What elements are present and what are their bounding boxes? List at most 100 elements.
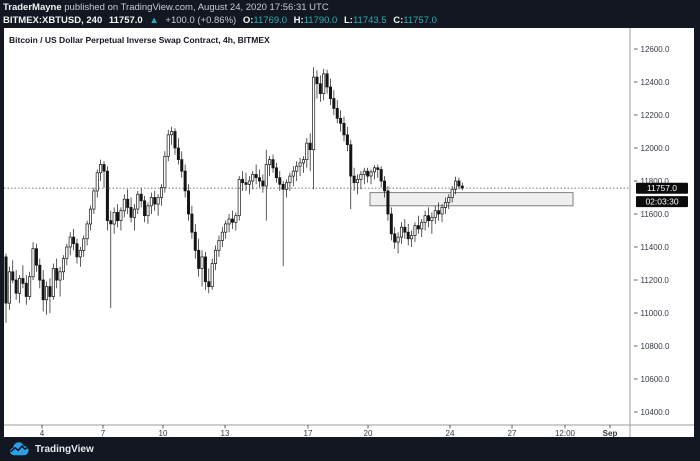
candle-body — [4, 256, 8, 304]
candle-body — [224, 223, 228, 233]
close-label: C: — [393, 14, 404, 26]
candle-body — [163, 155, 167, 189]
candle-body — [318, 83, 322, 94]
candle-body — [369, 171, 373, 177]
candle-body — [190, 213, 194, 233]
tradingview-logo-icon[interactable] — [9, 441, 30, 457]
candle-body — [75, 243, 79, 258]
candle-body — [430, 216, 434, 221]
candle-body — [335, 108, 339, 119]
candle-body — [28, 276, 32, 297]
candle-body — [7, 271, 11, 304]
candle-body — [322, 73, 326, 94]
candle-body — [359, 174, 363, 180]
price-axis[interactable]: 12600.0 12400.0 12200.0 12000.0 11800.0 11600… — [634, 45, 670, 417]
candle-body — [349, 144, 353, 177]
candle-body — [427, 215, 431, 222]
candle-body — [24, 282, 28, 297]
price-tick-label: 10600.0 — [641, 375, 670, 384]
candle-body — [217, 240, 221, 251]
candle-body — [379, 169, 383, 182]
price-tick-label: 10800.0 — [641, 342, 670, 351]
symbol-text[interactable]: BITMEX:XBTUSD, 240 — [3, 14, 103, 26]
candle-body — [112, 212, 116, 225]
candle-body — [396, 236, 400, 243]
time-tick-label: 4 — [40, 429, 45, 437]
time-tick-label: 20 — [364, 429, 373, 437]
price-tick-label: 11800.0 — [641, 177, 670, 186]
candle-body — [143, 200, 147, 217]
candle-body — [247, 180, 251, 185]
candle-body — [61, 258, 65, 273]
candle-body — [383, 180, 387, 192]
up-arrow-icon: ▲ — [149, 14, 159, 26]
candle-body — [372, 167, 376, 173]
candle-body — [281, 183, 285, 190]
candle-body — [251, 174, 255, 182]
candle-body — [51, 268, 55, 297]
candle-body — [450, 188, 454, 198]
candle-body — [403, 226, 407, 233]
bar-countdown-label — [636, 196, 688, 208]
candle-body — [14, 279, 18, 294]
price-tick-label: 12600.0 — [641, 45, 670, 54]
header: TraderMayne published on TradingView.com… — [0, 0, 700, 28]
published-text: published on TradingView.com, August 24,… — [61, 2, 329, 13]
candle-body — [99, 164, 103, 174]
price-tick-label: 12000.0 — [641, 144, 670, 153]
time-tick-label: 12:00 — [555, 429, 576, 437]
candle-body — [389, 213, 393, 235]
chart-canvas[interactable]: 12600.0 12400.0 12200.0 12000.0 11800.0 11600… — [4, 28, 694, 437]
open-value: 11769.0 — [253, 14, 288, 26]
candle-body — [420, 221, 424, 230]
candle-body — [126, 198, 130, 208]
low-value: 11743.5 — [352, 14, 387, 26]
candle-body — [68, 236, 72, 248]
time-tick-label: 10 — [159, 429, 168, 437]
candle-body — [193, 231, 197, 251]
candle-body — [457, 180, 461, 187]
candle-body — [325, 73, 329, 88]
candle-body — [129, 207, 133, 218]
candle-body — [362, 170, 366, 175]
candle-body — [31, 248, 35, 278]
current-price-label — [636, 182, 688, 194]
candle-body — [376, 167, 380, 170]
byline: TraderMayne published on TradingView.com… — [3, 2, 700, 15]
author-name[interactable]: TraderMayne — [3, 2, 62, 13]
price-change: +100.0 (+0.86%) — [165, 14, 237, 26]
candle-body — [301, 159, 305, 164]
time-tick-label: 24 — [446, 429, 455, 437]
candle-body — [399, 226, 403, 238]
symbol-line: BITMEX:XBTUSD, 240 11757.0 ▲ +100.0 (+0.… — [3, 15, 700, 28]
candle-body — [308, 142, 312, 151]
candle-body — [305, 142, 309, 160]
low-label: L: — [343, 14, 353, 26]
candle-body — [342, 122, 346, 136]
candle-body — [274, 167, 278, 179]
candle-body — [149, 197, 153, 207]
candle-body — [220, 231, 224, 241]
time-tick-label: 13 — [221, 429, 230, 437]
candle-body — [264, 164, 268, 187]
candle-body — [214, 249, 218, 264]
candle-body — [176, 147, 180, 160]
candle-body — [102, 164, 106, 172]
candle-body — [38, 264, 42, 281]
candle-body — [41, 279, 45, 301]
price-tick-label: 11600.0 — [641, 210, 670, 219]
time-axis[interactable]: 4 7 10 13 17 20 24 27 12:00 Sep — [40, 425, 618, 437]
candle-body — [45, 286, 49, 301]
candle-body — [298, 162, 302, 167]
candle-body — [122, 198, 126, 212]
brand-name[interactable]: TradingView — [35, 443, 94, 455]
price-tick-label: 11000.0 — [641, 309, 670, 318]
supply-zone-rectangle[interactable] — [369, 192, 574, 207]
candle-body — [393, 233, 397, 243]
candle-body — [440, 207, 444, 215]
candle-body — [203, 256, 207, 283]
high-label: H: — [293, 14, 304, 26]
candle-body — [146, 205, 150, 217]
bar-countdown-text: 02:03:30 — [645, 196, 678, 206]
candle-body — [413, 225, 417, 236]
